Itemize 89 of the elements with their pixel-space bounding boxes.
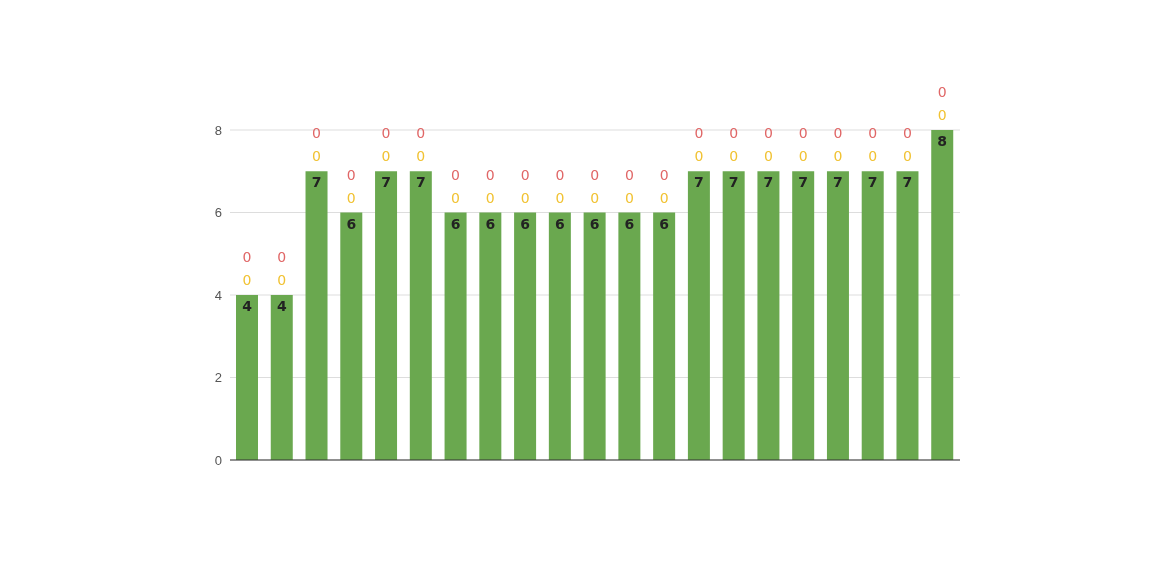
data-label: 0: [555, 189, 565, 206]
bar: [375, 171, 398, 460]
data-label: 0: [624, 166, 634, 183]
data-label: 7: [311, 174, 322, 191]
data-label: 0: [520, 166, 530, 183]
data-label: 0: [659, 189, 669, 206]
bar: [583, 212, 606, 460]
data-label: 0: [798, 148, 808, 165]
bar: [305, 171, 328, 460]
data-label: 0: [277, 249, 287, 265]
y-tick-label: 0: [214, 452, 222, 468]
data-label: 0: [346, 166, 356, 183]
bar: [514, 212, 537, 460]
bar: [236, 295, 258, 460]
bar: [861, 171, 884, 460]
data-label: 0: [416, 125, 426, 142]
data-label: 6: [346, 215, 357, 232]
data-label: 0: [937, 107, 947, 123]
data-label: 7: [798, 174, 809, 191]
data-label: 8: [937, 133, 948, 149]
data-label: 0: [868, 125, 878, 142]
data-label: 0: [659, 166, 669, 183]
data-label: 0: [590, 189, 600, 206]
data-label: 4: [276, 298, 287, 314]
data-label: 7: [694, 174, 704, 191]
bar: [826, 171, 849, 460]
data-label: 6: [485, 215, 496, 232]
data-label: 0: [903, 125, 912, 142]
data-label: 0: [833, 125, 843, 142]
data-label: 6: [624, 215, 635, 232]
data-label: 4: [242, 298, 253, 314]
bar: [757, 171, 780, 460]
bar: [931, 130, 954, 460]
data-label: 6: [520, 215, 530, 232]
data-label: 0: [729, 125, 739, 142]
data-label: 6: [450, 215, 461, 232]
data-label: 0: [903, 148, 912, 165]
bar: [792, 171, 815, 460]
bar: [270, 295, 293, 460]
data-label: 0: [346, 189, 356, 206]
bar: [444, 212, 467, 460]
data-label: 7: [902, 174, 913, 191]
data-label: 0: [694, 148, 704, 165]
y-tick-label: 6: [214, 205, 222, 221]
bar: [653, 212, 676, 460]
data-label: 0: [694, 125, 704, 142]
data-label: 0: [868, 148, 878, 165]
data-label: 0: [590, 166, 600, 183]
y-tick-label: 2: [214, 370, 222, 386]
data-label: 7: [415, 174, 426, 191]
data-label: 0: [763, 148, 773, 165]
data-label: 0: [624, 189, 634, 206]
y-tick-label: 4: [214, 287, 222, 303]
data-label: 0: [555, 166, 565, 183]
data-label: 0: [381, 125, 391, 142]
data-label: 6: [589, 215, 600, 232]
data-label: 0: [798, 125, 808, 142]
data-label: 0: [451, 166, 461, 183]
bar: [618, 212, 641, 460]
data-label: 7: [763, 174, 774, 191]
bar: [409, 171, 432, 460]
data-label: 0: [277, 272, 287, 288]
bar: [340, 212, 363, 460]
data-label: 0: [763, 125, 773, 142]
data-label: 0: [520, 189, 530, 206]
data-label: 7: [728, 174, 739, 191]
data-label: 0: [312, 125, 321, 142]
data-label: 0: [381, 148, 391, 165]
data-label: 0: [729, 148, 739, 165]
data-label: 6: [659, 215, 670, 232]
y-tick-label: 8: [214, 122, 222, 138]
data-label: 7: [867, 174, 878, 191]
data-label: 0: [833, 148, 843, 165]
bar: [548, 212, 571, 460]
bar: [479, 212, 502, 460]
data-label: 0: [312, 148, 321, 165]
data-label: 7: [833, 174, 843, 191]
data-label: 0: [485, 189, 495, 206]
bar: [722, 171, 745, 460]
data-label: 0: [937, 84, 947, 100]
data-label: 0: [416, 148, 426, 165]
bar: [896, 171, 919, 460]
data-label: 0: [242, 272, 252, 288]
bar: [687, 171, 710, 460]
data-label: 0: [485, 166, 495, 183]
data-label: 0: [242, 249, 252, 265]
data-label: 0: [451, 189, 461, 206]
data-label: 6: [554, 215, 565, 232]
data-label: 7: [381, 174, 391, 191]
